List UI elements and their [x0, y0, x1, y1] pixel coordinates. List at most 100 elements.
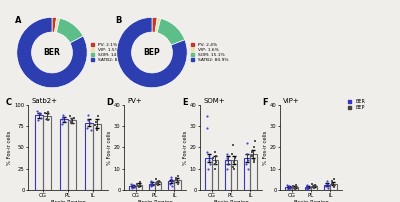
Point	[231, 161, 237, 164]
Point	[84, 126, 90, 129]
Point	[249, 150, 256, 153]
Point	[292, 187, 298, 190]
Point	[87, 129, 94, 132]
Point	[204, 127, 210, 130]
Point	[168, 176, 174, 179]
Point	[147, 184, 154, 187]
Point	[34, 109, 41, 113]
Legend: BER, BEP: BER, BEP	[348, 99, 365, 110]
Bar	[292, 187, 298, 190]
Bar	[68, 120, 76, 190]
Y-axis label: % Fos-ir cells: % Fos-ir cells	[107, 130, 112, 165]
Point	[245, 167, 252, 170]
Point	[304, 184, 310, 187]
Point	[230, 165, 236, 168]
Point	[130, 184, 136, 187]
Point	[324, 180, 330, 183]
Point	[329, 180, 336, 183]
Point	[325, 186, 332, 189]
Point	[92, 123, 98, 126]
Point	[155, 183, 162, 186]
Point	[87, 121, 93, 124]
Point	[304, 183, 310, 186]
Point	[173, 179, 179, 182]
Point	[224, 159, 230, 162]
Text: SOM+: SOM+	[203, 98, 225, 104]
Bar	[305, 187, 311, 190]
Point	[148, 181, 154, 184]
Text: Satb2+: Satb2+	[32, 98, 58, 104]
Bar	[168, 181, 174, 190]
Text: B: B	[115, 16, 122, 25]
Point	[68, 118, 75, 121]
Point	[153, 178, 160, 181]
Text: BER: BER	[44, 48, 60, 57]
Point	[168, 178, 174, 181]
Point	[37, 112, 43, 115]
Point	[231, 167, 238, 170]
Point	[225, 163, 232, 166]
Point	[44, 119, 51, 122]
Bar	[35, 115, 43, 190]
Text: VIP+: VIP+	[283, 98, 300, 104]
Point	[154, 182, 160, 185]
Text: F: F	[263, 98, 268, 107]
Point	[285, 187, 291, 190]
Bar	[250, 154, 256, 190]
Y-axis label: % Fos-ir cells: % Fos-ir cells	[263, 130, 268, 165]
Text: A: A	[15, 16, 22, 25]
Point	[212, 150, 218, 153]
Point	[293, 185, 299, 188]
Point	[95, 115, 101, 118]
Point	[59, 122, 66, 125]
Point	[92, 120, 99, 124]
Point	[85, 119, 92, 122]
Point	[292, 183, 299, 186]
Point	[292, 186, 298, 189]
Point	[325, 183, 331, 186]
Wedge shape	[152, 17, 157, 32]
Point	[324, 182, 330, 185]
Point	[232, 156, 238, 160]
Point	[204, 150, 210, 153]
Point	[204, 114, 210, 117]
Point	[174, 181, 181, 184]
Point	[148, 182, 154, 185]
Point	[286, 185, 292, 188]
Bar	[174, 180, 180, 190]
Point	[45, 110, 52, 114]
Point	[173, 177, 180, 180]
Point	[69, 121, 75, 124]
Bar	[149, 183, 155, 190]
X-axis label: Brain Region: Brain Region	[214, 200, 248, 202]
Bar	[311, 186, 317, 190]
Point	[210, 156, 216, 160]
Point	[136, 185, 142, 188]
Point	[309, 182, 316, 185]
Point	[286, 184, 292, 187]
Point	[284, 183, 290, 186]
Bar	[206, 158, 212, 190]
Point	[290, 184, 296, 187]
Point	[66, 115, 73, 118]
Point	[131, 185, 137, 188]
Bar	[244, 158, 250, 190]
Point	[250, 159, 257, 162]
Text: PV+: PV+	[127, 98, 142, 104]
Point	[311, 184, 317, 187]
Point	[167, 182, 173, 185]
Wedge shape	[52, 17, 56, 32]
Point	[207, 163, 213, 166]
Point	[304, 185, 310, 188]
Point	[206, 159, 212, 162]
Bar	[330, 183, 336, 190]
Point	[136, 184, 142, 187]
Point	[60, 114, 66, 117]
Point	[137, 183, 143, 186]
Point	[323, 184, 329, 187]
Point	[94, 125, 100, 129]
Wedge shape	[56, 18, 83, 43]
Y-axis label: % Fos-ir cells: % Fos-ir cells	[7, 130, 12, 165]
Point	[252, 139, 258, 143]
Point	[206, 154, 212, 158]
